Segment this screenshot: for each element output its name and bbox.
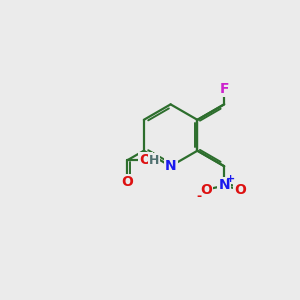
Text: O: O [121, 175, 133, 189]
Text: +: + [226, 174, 235, 184]
Text: H: H [148, 154, 159, 167]
Text: N: N [218, 178, 230, 192]
Text: F: F [219, 82, 229, 96]
Text: O: O [140, 153, 152, 167]
Text: N: N [165, 159, 176, 173]
Text: -: - [197, 190, 202, 203]
Text: O: O [234, 183, 246, 197]
Text: O: O [200, 183, 212, 197]
